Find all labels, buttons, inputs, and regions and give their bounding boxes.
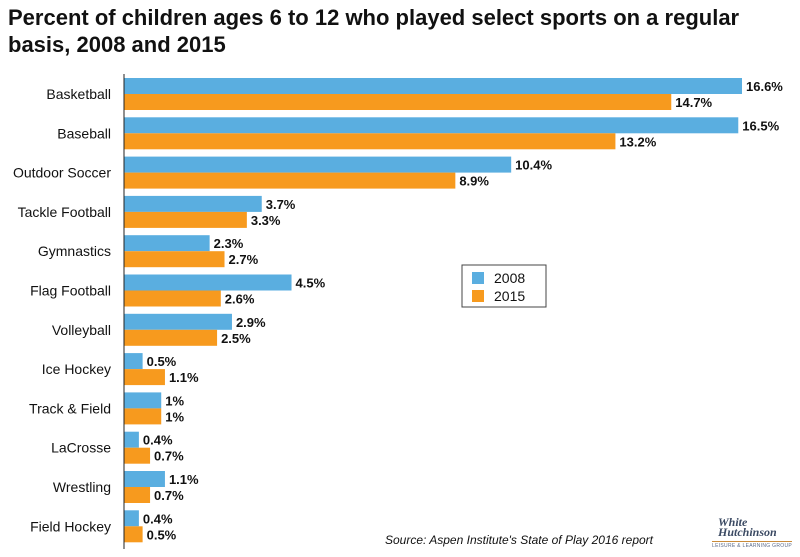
logo-line2: Hutchinson [718,525,777,539]
category-label-wrestling: Wrestling [53,479,111,495]
data-label-wrestling-2015: 0.7% [154,488,184,503]
bar-outdoor-soccer-2008 [124,156,512,173]
bar-field-hockey-2015 [124,526,143,543]
data-label-wrestling-2008: 1.1% [169,472,199,487]
bar-lacrosse-2008 [124,431,139,448]
category-label-track-field: Track & Field [29,400,111,416]
bar-gymnastics-2015 [124,251,225,268]
data-label-tackle-football-2015: 3.3% [251,213,281,228]
logo-line1: White [718,515,748,529]
bar-basketball-2008 [124,78,742,94]
data-label-ice-hockey-2015: 1.1% [169,370,199,385]
data-label-outdoor-soccer-2015: 8.9% [459,174,489,189]
data-label-outdoor-soccer-2008: 10.4% [515,158,552,173]
bar-ice-hockey-2015 [124,369,165,386]
source-note: Source: Aspen Institute's State of Play … [385,533,654,547]
data-label-field-hockey-2008: 0.4% [143,511,173,526]
data-label-track-field-2008: 1% [165,393,184,408]
bar-baseball-2015 [124,133,616,150]
bar-wrestling-2015 [124,487,151,503]
bar-flag-football-2015 [124,290,221,307]
data-label-baseball-2015: 13.2% [619,134,656,149]
data-label-volleyball-2015: 2.5% [221,331,251,346]
data-label-lacrosse-2015: 0.7% [154,449,184,464]
bar-field-hockey-2008 [124,510,139,527]
legend-label-2008: 2008 [494,270,525,286]
white-hutchinson-logo: White Hutchinson LEISURE & LEARNING GROU… [712,515,792,553]
data-label-lacrosse-2008: 0.4% [143,433,173,448]
category-label-gymnastics: Gymnastics [38,243,111,259]
bar-volleyball-2015 [124,329,218,346]
bar-outdoor-soccer-2015 [124,172,456,189]
bar-basketball-2015 [124,94,672,110]
data-label-flag-football-2015: 2.6% [225,292,255,307]
labels-layer: Basketball 16.6% 14.7% Baseball 16.5% 13.2% Ou… [13,79,783,542]
category-label-flag-football: Flag Football [30,283,111,299]
bar-volleyball-2008 [124,313,232,330]
legend: 2008 2015 [461,264,547,308]
bar-wrestling-2008 [124,471,165,487]
bar-lacrosse-2015 [124,447,151,464]
data-label-volleyball-2008: 2.9% [236,315,266,330]
legend-label-2015: 2015 [494,288,525,304]
data-label-basketball-2015: 14.7% [675,95,712,110]
bar-track-field-2008 [124,392,162,409]
data-label-gymnastics-2015: 2.7% [229,252,259,267]
category-label-baseball: Baseball [57,125,111,141]
data-label-basketball-2008: 16.6% [746,79,783,94]
category-label-volleyball: Volleyball [52,322,111,338]
bar-ice-hockey-2008 [124,353,143,370]
data-label-track-field-2015: 1% [165,409,184,424]
bar-track-field-2015 [124,408,162,425]
bar-tackle-football-2015 [124,211,247,228]
category-label-lacrosse: LaCrosse [51,440,111,456]
category-label-ice-hockey: Ice Hockey [42,361,111,377]
logo-tagline: LEISURE & LEARNING GROUP [712,541,792,549]
bar-tackle-football-2008 [124,195,262,212]
data-label-gymnastics-2008: 2.3% [214,236,244,251]
bar-flag-football-2008 [124,274,292,291]
legend-swatch-2015 [472,290,484,302]
bar-gymnastics-2008 [124,235,210,252]
chart-title: Percent of children ages 6 to 12 who pla… [8,5,740,57]
bar-baseball-2008 [124,117,739,134]
category-label-basketball: Basketball [46,86,111,102]
data-label-ice-hockey-2008: 0.5% [147,354,177,369]
data-label-field-hockey-2015: 0.5% [147,527,177,542]
data-label-tackle-football-2008: 3.7% [266,197,296,212]
legend-swatch-2008 [472,272,484,284]
category-label-field-hockey: Field Hockey [30,518,111,534]
category-label-tackle-football: Tackle Football [18,204,111,220]
bars-layer [124,78,742,543]
data-label-baseball-2008: 16.5% [742,118,779,133]
data-label-flag-football-2008: 4.5% [296,276,326,291]
category-label-outdoor-soccer: Outdoor Soccer [13,165,111,181]
